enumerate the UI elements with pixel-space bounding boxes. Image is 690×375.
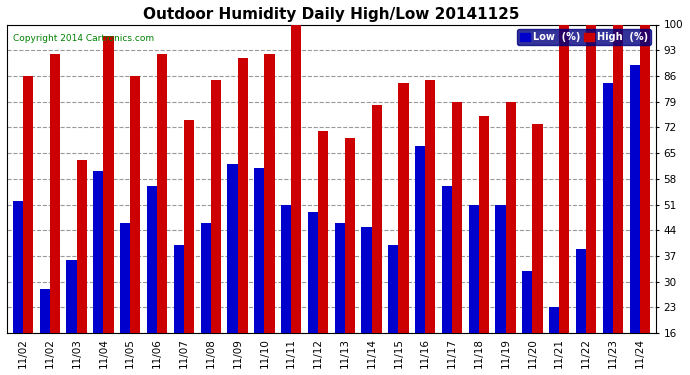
Bar: [254, 168, 264, 333]
Bar: [442, 186, 452, 333]
Bar: [495, 205, 506, 333]
Bar: [415, 146, 425, 333]
Bar: [549, 308, 560, 333]
Bar: [291, 24, 302, 333]
Bar: [93, 171, 104, 333]
Bar: [318, 131, 328, 333]
Bar: [452, 102, 462, 333]
Bar: [210, 80, 221, 333]
Bar: [388, 245, 398, 333]
Bar: [157, 54, 167, 333]
Bar: [345, 138, 355, 333]
Bar: [77, 160, 87, 333]
Bar: [576, 249, 586, 333]
Bar: [506, 102, 516, 333]
Bar: [308, 212, 318, 333]
Bar: [479, 116, 489, 333]
Bar: [372, 105, 382, 333]
Bar: [104, 36, 114, 333]
Bar: [130, 76, 141, 333]
Bar: [398, 83, 408, 333]
Bar: [586, 24, 596, 333]
Bar: [362, 226, 372, 333]
Bar: [640, 24, 650, 333]
Bar: [613, 24, 623, 333]
Bar: [39, 289, 50, 333]
Bar: [425, 80, 435, 333]
Text: Copyright 2014 Cartronics.com: Copyright 2014 Cartronics.com: [13, 34, 155, 43]
Bar: [227, 164, 237, 333]
Bar: [23, 76, 33, 333]
Bar: [184, 120, 194, 333]
Bar: [602, 83, 613, 333]
Bar: [533, 124, 542, 333]
Bar: [147, 186, 157, 333]
Bar: [50, 54, 60, 333]
Bar: [237, 58, 248, 333]
Bar: [522, 271, 533, 333]
Bar: [201, 223, 210, 333]
Bar: [66, 260, 77, 333]
Bar: [560, 24, 569, 333]
Bar: [281, 205, 291, 333]
Bar: [174, 245, 184, 333]
Bar: [13, 201, 23, 333]
Title: Outdoor Humidity Daily High/Low 20141125: Outdoor Humidity Daily High/Low 20141125: [143, 7, 520, 22]
Bar: [335, 223, 345, 333]
Legend: Low  (%), High  (%): Low (%), High (%): [518, 29, 651, 45]
Bar: [264, 54, 275, 333]
Bar: [469, 205, 479, 333]
Bar: [629, 65, 640, 333]
Bar: [120, 223, 130, 333]
